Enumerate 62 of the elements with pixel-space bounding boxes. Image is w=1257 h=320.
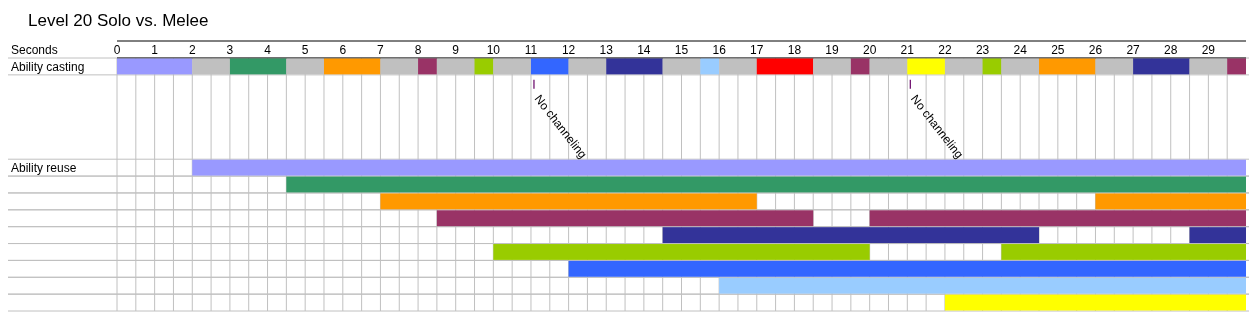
x-tick-label: 1 <box>151 43 159 57</box>
bar <box>323 58 381 75</box>
bar <box>436 210 814 227</box>
x-tick-label: 28 <box>1164 43 1178 57</box>
x-tick-label: 7 <box>377 43 385 57</box>
x-tick-label: 17 <box>750 43 764 57</box>
x-axis-title: Seconds <box>11 43 58 57</box>
bar <box>1133 58 1190 75</box>
bar <box>944 294 1246 311</box>
bar <box>1189 227 1246 244</box>
x-tick-label: 16 <box>712 43 727 57</box>
bar <box>907 58 945 75</box>
x-tick-label: 8 <box>414 43 422 57</box>
bar <box>229 58 287 75</box>
chart-title: Level 20 Solo vs. Melee <box>28 11 209 30</box>
y-tick-label: Ability casting <box>11 59 85 74</box>
bar <box>493 244 870 260</box>
x-tick-label: 10 <box>486 43 501 57</box>
x-tick-label: 27 <box>1126 43 1141 57</box>
x-tick-label: 14 <box>637 43 651 57</box>
x-tick-label: 20 <box>862 43 877 57</box>
bar <box>1095 193 1246 210</box>
bar <box>530 58 569 75</box>
x-tick-label: 4 <box>264 43 272 57</box>
bar <box>568 260 1246 277</box>
x-tick-label: 29 <box>1201 43 1216 57</box>
x-tick-label: 22 <box>938 43 952 57</box>
bar <box>719 277 1246 294</box>
x-tick-label: 9 <box>452 43 460 57</box>
bar <box>869 210 1246 227</box>
bar <box>756 58 814 75</box>
x-tick-label: 18 <box>787 43 802 57</box>
bar <box>1227 58 1246 75</box>
x-tick-label: 12 <box>561 43 576 57</box>
bar <box>286 176 1246 193</box>
x-tick-label: 0 <box>113 43 121 57</box>
bar <box>1039 58 1096 75</box>
x-tick-label: 5 <box>301 43 309 57</box>
bar <box>1001 244 1246 260</box>
x-tick-label: 24 <box>1013 43 1028 57</box>
x-tick-label: 3 <box>226 43 234 57</box>
x-tick-label: 2 <box>188 43 196 57</box>
bar <box>117 58 193 75</box>
x-tick-label: 19 <box>825 43 840 57</box>
bar <box>982 58 1002 75</box>
bar <box>662 227 1040 244</box>
y-tick-label: Ability reuse <box>11 161 77 176</box>
x-tick-label: 13 <box>599 43 614 57</box>
x-tick-label: 6 <box>339 43 347 57</box>
bar <box>474 58 494 75</box>
x-tick-label: 26 <box>1088 43 1103 57</box>
bar <box>380 193 757 210</box>
bar <box>418 58 437 75</box>
x-tick-label: 23 <box>975 43 990 57</box>
bar <box>192 159 1246 176</box>
x-tick-label: 11 <box>524 43 538 57</box>
x-tick-label: 25 <box>1051 43 1065 57</box>
bar <box>850 58 870 75</box>
x-tick-label: 21 <box>900 43 915 57</box>
bar <box>700 58 720 75</box>
x-tick-label: 15 <box>674 43 689 57</box>
bar <box>606 58 663 75</box>
